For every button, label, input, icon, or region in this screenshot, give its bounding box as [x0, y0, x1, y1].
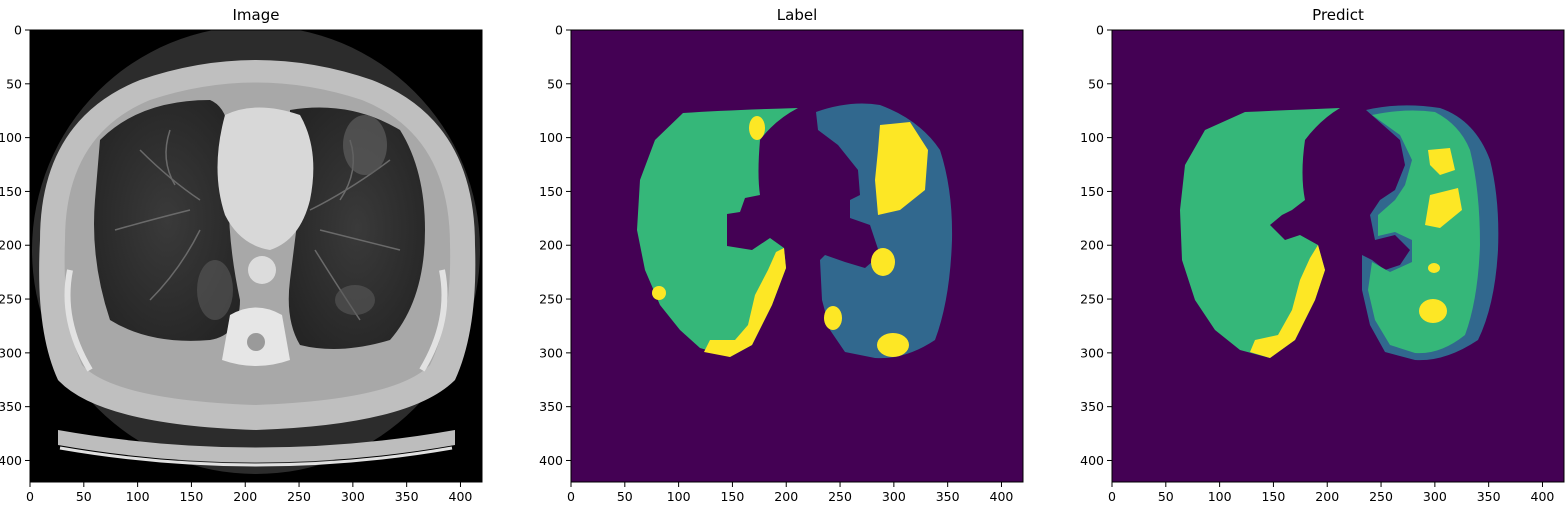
x-tick-label-image: 350: [395, 489, 419, 504]
y-tick-label-image: 350: [0, 399, 22, 414]
y-tick-label-label: 50: [547, 76, 563, 91]
y-tick-label-predict: 400: [1080, 453, 1104, 468]
y-tick-label-predict: 350: [1080, 399, 1104, 414]
x-tick-label-label: 300: [882, 489, 906, 504]
y-tick-label-predict: 100: [1080, 130, 1104, 145]
panel-title-image: Image: [233, 6, 280, 24]
panel-title-label: Label: [777, 6, 817, 24]
predict-region-yellow: [1250, 245, 1325, 358]
x-tick-label-predict: 200: [1315, 489, 1339, 504]
y-tick-label-image: 100: [0, 130, 22, 145]
y-tick-label-predict: 50: [1088, 76, 1104, 91]
panel-title-predict: Predict: [1312, 6, 1364, 24]
x-tick-label-image: 300: [341, 489, 365, 504]
x-tick-label-image: 200: [233, 489, 257, 504]
x-tick-label-label: 0: [567, 489, 575, 504]
x-tick-label-image: 250: [287, 489, 311, 504]
y-tick-label-label: 100: [539, 130, 563, 145]
y-tick-label-predict: 200: [1080, 238, 1104, 253]
label-region-yellow: [704, 248, 786, 357]
x-tick-label-label: 50: [617, 489, 633, 504]
x-tick-label-image: 0: [26, 489, 34, 504]
y-tick-label-image: 400: [0, 453, 22, 468]
x-tick-label-image: 150: [179, 489, 203, 504]
x-tick-label-predict: 150: [1261, 489, 1285, 504]
x-tick-label-predict: 100: [1208, 489, 1232, 504]
predict-region-green-2: [1368, 110, 1480, 354]
axes-frame-image: [29, 29, 483, 483]
axes-frame-label: [570, 29, 1024, 483]
x-tick-label-image: 400: [449, 489, 473, 504]
axes-frame-predict: [1111, 29, 1565, 483]
x-tick-label-predict: 250: [1369, 489, 1393, 504]
y-tick-label-image: 300: [0, 345, 22, 360]
ct-image: [30, 30, 482, 482]
y-tick-label-predict: 250: [1080, 292, 1104, 307]
y-tick-label-image: 50: [6, 76, 22, 91]
y-tick-label-label: 300: [539, 345, 563, 360]
y-tick-label-label: 0: [555, 23, 563, 38]
x-tick-label-image: 100: [126, 489, 150, 504]
predict-mask: [1112, 30, 1564, 482]
y-tick-label-label: 200: [539, 238, 563, 253]
y-tick-label-label: 350: [539, 399, 563, 414]
y-tick-label-image: 250: [0, 292, 22, 307]
label-region-yellow-2: [875, 122, 928, 215]
y-tick-label-label: 150: [539, 184, 563, 199]
x-tick-label-predict: 350: [1477, 489, 1501, 504]
x-tick-label-label: 350: [936, 489, 960, 504]
panel-image: Image: [30, 6, 482, 482]
y-tick-label-label: 250: [539, 292, 563, 307]
x-tick-label-predict: 50: [1158, 489, 1174, 504]
x-tick-label-label: 200: [774, 489, 798, 504]
label-mask: [571, 30, 1023, 482]
x-tick-label-label: 400: [990, 489, 1014, 504]
x-tick-label-predict: 400: [1531, 489, 1555, 504]
y-tick-label-image: 150: [0, 184, 22, 199]
y-tick-label-image: 200: [0, 238, 22, 253]
predict-region-yellow-2: [1428, 148, 1455, 175]
x-tick-label-predict: 300: [1423, 489, 1447, 504]
y-tick-label-label: 400: [539, 453, 563, 468]
panel-label: Label: [571, 6, 1023, 482]
x-tick-label-predict: 0: [1108, 489, 1116, 504]
y-tick-label-predict: 300: [1080, 345, 1104, 360]
x-tick-label-image: 50: [76, 489, 92, 504]
x-tick-label-label: 150: [720, 489, 744, 504]
x-tick-label-label: 100: [667, 489, 691, 504]
y-tick-label-image: 0: [14, 23, 22, 38]
y-tick-label-predict: 0: [1096, 23, 1104, 38]
x-tick-label-label: 250: [828, 489, 852, 504]
panel-predict: Predict: [1112, 6, 1564, 482]
axes-layer: 0 50 100 150 200 250 300 350 400 0 50 100 150 200 250 3…: [0, 23, 1565, 504]
y-tick-label-predict: 150: [1080, 184, 1104, 199]
